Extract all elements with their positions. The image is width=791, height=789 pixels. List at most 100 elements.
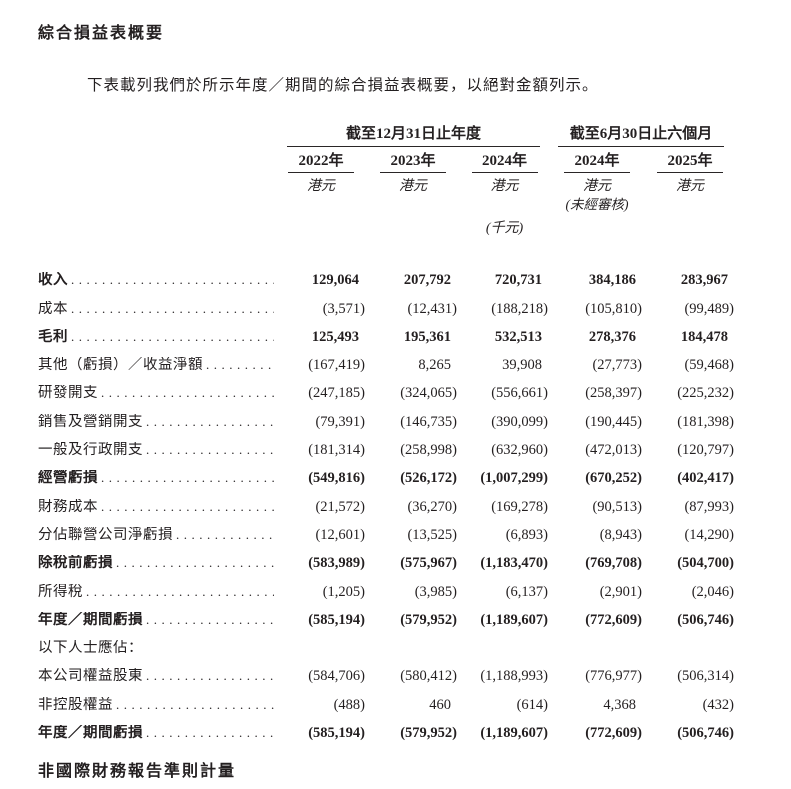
table-row: 毛利 125,493 195,361 532,513 278,376 184,478	[38, 323, 736, 351]
row-label: 財務成本	[38, 498, 98, 515]
value-cell: (99,489)	[684, 300, 734, 317]
value-cell: (585,194)	[308, 611, 365, 628]
value-cell: (188,218)	[491, 300, 548, 317]
table-row: 所得稅 (1,205) (3,985) (6,137) (2,901) (2,046)	[38, 578, 736, 606]
value-cell: 460	[429, 696, 451, 713]
dot-leader	[143, 725, 274, 741]
dot-leader	[98, 385, 274, 401]
value-cell: (105,810)	[585, 300, 642, 317]
value-cell: (181,398)	[677, 413, 734, 430]
table-row: 分佔聯營公司淨虧損 (12,601) (13,525) (6,893) (8,943) (…	[38, 521, 736, 549]
value-cell: (772,609)	[585, 611, 642, 628]
row-label-cell: 研發開支	[38, 385, 275, 402]
dot-leader	[143, 414, 274, 430]
value-cell: (6,893)	[505, 526, 548, 543]
row-label-cell: 本公司權益股東	[38, 668, 275, 685]
row-label: 毛利	[38, 328, 68, 345]
dot-leader	[68, 301, 274, 317]
value-cell: 278,376	[588, 328, 636, 345]
value-cell: (8,943)	[599, 526, 642, 543]
value-cell: (247,185)	[308, 385, 365, 402]
value-cell: (167,419)	[308, 357, 365, 374]
value-cell: (12,431)	[407, 300, 457, 317]
value-cell: (258,397)	[585, 385, 642, 402]
year-label: 2024年	[471, 152, 538, 173]
value-cell: 4,368	[603, 696, 636, 713]
row-label: 年度／期間虧損	[38, 611, 143, 628]
row-label: 收入	[38, 272, 68, 289]
value-cell: (3,985)	[414, 583, 457, 600]
row-label-cell: 財務成本	[38, 499, 275, 516]
row-label-cell: 年度／期間虧損	[38, 725, 275, 742]
year-header-2025: 2025年	[644, 151, 736, 173]
value-cell: (556,661)	[491, 385, 548, 402]
table-row: 除稅前虧損 (583,989) (575,967) (1,183,470) (769,7…	[38, 550, 736, 578]
value-cell: (776,977)	[585, 668, 642, 685]
row-label-cell: 除稅前虧損	[38, 555, 275, 572]
value-cell: (472,013)	[585, 442, 642, 459]
dot-leader	[143, 442, 274, 458]
value-cell: (614)	[516, 696, 548, 713]
table-header: 截至12月31日止年度 截至6月30日止六個月 2022年 2023年 2024…	[38, 123, 736, 238]
row-label: 除稅前虧損	[38, 555, 113, 572]
dot-leader	[98, 470, 274, 486]
dot-leader	[143, 612, 274, 628]
column-group-interim: 截至6月30日止六個月	[558, 125, 724, 147]
value-cell: (504,700)	[677, 555, 734, 572]
value-cell: (632,960)	[491, 442, 548, 459]
value-cell: 720,731	[494, 272, 542, 289]
value-cell: (120,797)	[677, 442, 734, 459]
unit-label: 港元	[676, 178, 704, 194]
value-cell: (87,993)	[684, 498, 734, 515]
value-cell: (225,232)	[677, 385, 734, 402]
year-label: 2025年	[657, 152, 723, 173]
thousands-note-row: (千元)	[38, 221, 736, 238]
value-cell: 8,265	[418, 357, 451, 374]
value-cell: (190,445)	[585, 413, 642, 430]
value-cell: (772,609)	[585, 724, 642, 741]
value-cell: (670,252)	[585, 470, 642, 487]
table-row: 年度／期間虧損 (585,194) (579,952) (1,189,607) (772…	[38, 720, 736, 748]
value-cell: (2,046)	[691, 583, 734, 600]
value-cell: (36,270)	[407, 498, 457, 515]
footer-heading: 非國際財務報告準則計量	[38, 762, 237, 780]
unaudited-note-row: (未經審核)	[38, 197, 736, 214]
year-label: 2024年	[564, 152, 630, 173]
value-cell: (506,314)	[677, 668, 734, 685]
row-label: 經營虧損	[38, 470, 98, 487]
value-cell: (27,773)	[592, 357, 642, 374]
value-cell: (549,816)	[308, 470, 365, 487]
value-cell: (402,417)	[677, 470, 734, 487]
value-cell: (13,525)	[407, 526, 457, 543]
income-statement-table: 截至12月31日止年度 截至6月30日止六個月 2022年 2023年 2024…	[38, 123, 736, 748]
value-cell: 184,478	[680, 328, 728, 345]
table-body: 收入 129,064 207,792 720,731 384,186 283,967 成本 (…	[38, 267, 736, 748]
value-cell: (579,952)	[400, 611, 457, 628]
table-row: 研發開支 (247,185) (324,065) (556,661) (258,397)…	[38, 380, 736, 408]
value-cell: (146,735)	[400, 413, 457, 430]
unit-label: 港元	[399, 178, 427, 194]
row-label-cell: 毛利	[38, 329, 275, 346]
value-cell: (258,998)	[400, 442, 457, 459]
value-cell: (1,188,993)	[480, 668, 548, 685]
table-row: 其他（虧損）／收益淨額 (167,419) 8,265 39,908 (27,773) (…	[38, 352, 736, 380]
table-row: 年度／期間虧損 (585,194) (579,952) (1,189,607) (772…	[38, 606, 736, 634]
row-label-cell: 成本	[38, 301, 275, 318]
table-row: 一般及行政開支 (181,314) (258,998) (632,960) (472,0…	[38, 437, 736, 465]
value-cell: (90,513)	[592, 498, 642, 515]
value-cell: (324,065)	[400, 385, 457, 402]
dot-leader	[68, 272, 274, 288]
value-cell: (181,314)	[308, 442, 365, 459]
spacer-cell	[38, 179, 275, 197]
value-cell: (6,137)	[505, 583, 548, 600]
value-cell: (12,601)	[315, 526, 365, 543]
year-label: 2023年	[380, 152, 446, 173]
unaudited-note: (未經審核)	[565, 196, 629, 212]
unit-label: 港元	[307, 178, 335, 194]
year-header-2023: 2023年	[367, 151, 459, 173]
year-header-2024: 2024年	[459, 151, 550, 173]
row-label-cell: 銷售及營銷開支	[38, 414, 275, 431]
row-label: 研發開支	[38, 385, 98, 402]
dot-leader	[113, 555, 274, 571]
